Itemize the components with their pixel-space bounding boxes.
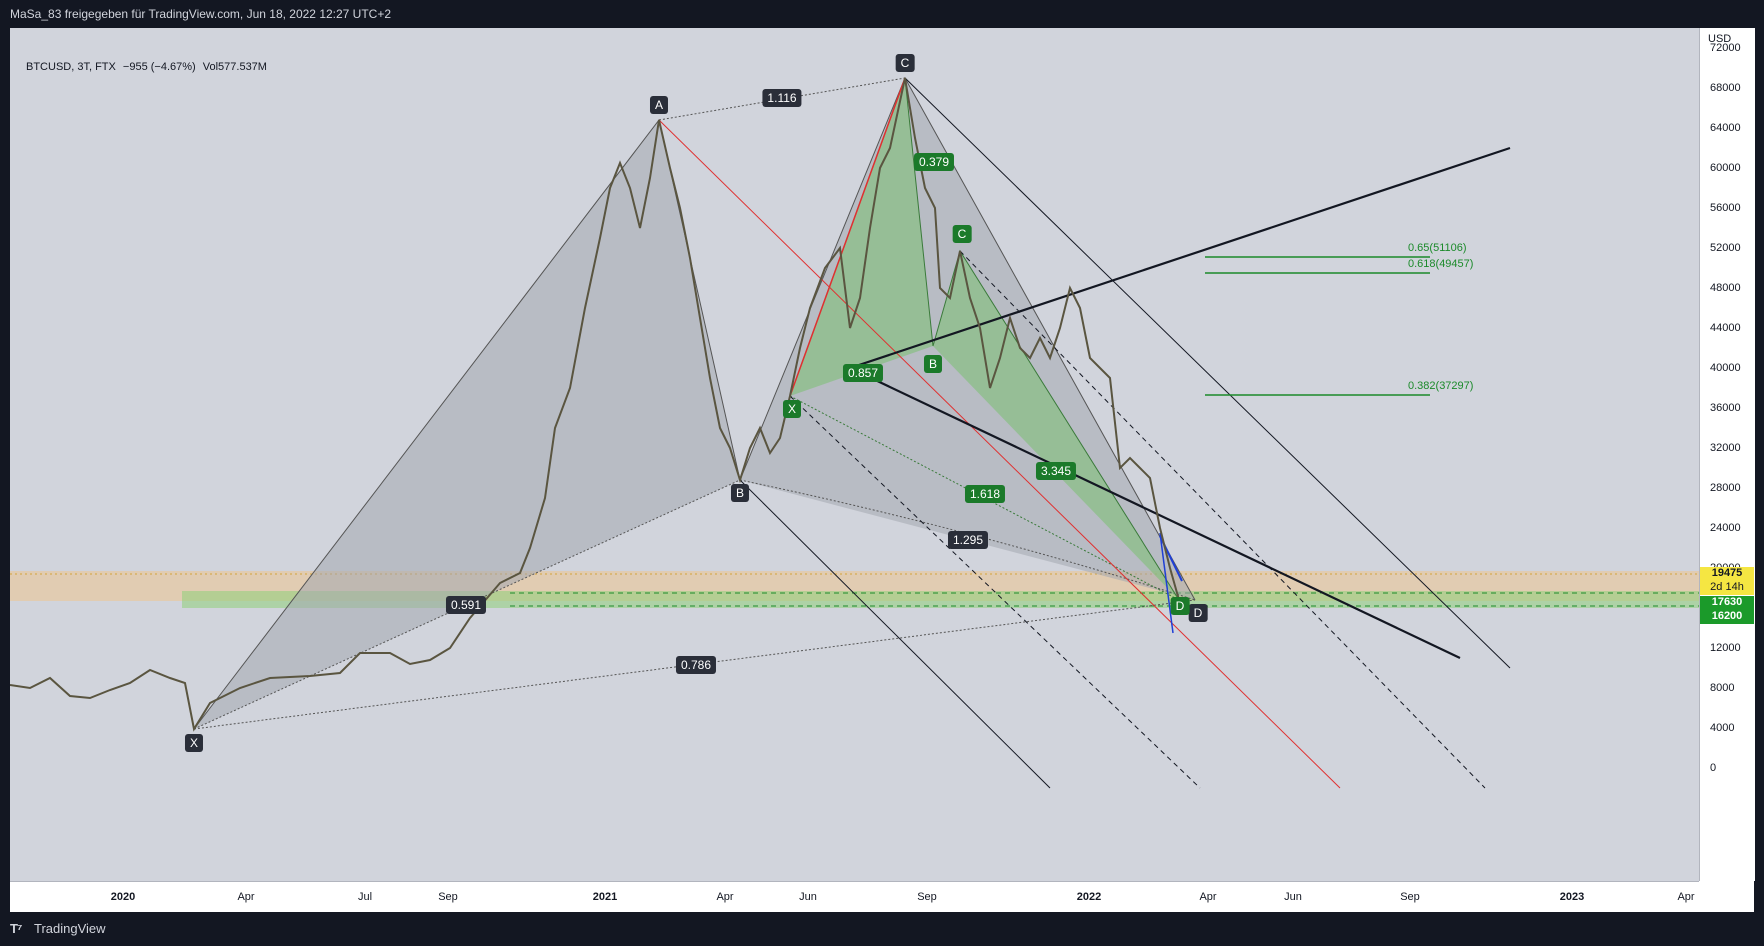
point-label-c: C <box>895 54 915 72</box>
time-tick: Jun <box>1284 891 1302 903</box>
point-label-b: B <box>730 484 750 502</box>
time-tick: 2023 <box>1559 891 1585 903</box>
small-point-label-x: X <box>782 400 802 418</box>
zone-bottom-tag: 16200 <box>1700 610 1754 624</box>
small-point-label-b: B <box>923 355 943 373</box>
red-trendline <box>658 119 1341 789</box>
fib-label-065: 0.65(51106) <box>1408 242 1467 254</box>
price-tick: 28000 <box>1710 482 1741 494</box>
price-tick: 48000 <box>1710 282 1741 294</box>
chart-drawing[interactable] <box>10 28 1699 881</box>
harmonic-big-bd <box>739 479 1196 601</box>
time-tick: Sep <box>917 891 937 903</box>
ratio-label-1618: 1.618 <box>964 485 1006 503</box>
ratio-label-0786: 0.786 <box>675 656 717 674</box>
price-tick: 68000 <box>1710 82 1741 94</box>
current-price-tag: 19475 <box>1700 567 1754 581</box>
small-point-label-d: D <box>1170 597 1190 615</box>
time-axis[interactable]: 2020 Apr Jul Sep 2021 Apr Jun Sep 2022 A… <box>10 881 1699 913</box>
harmonic-big-xab <box>194 120 740 729</box>
price-change: −955 (−4.67%) <box>122 61 196 73</box>
price-tick: 32000 <box>1710 442 1741 454</box>
price-axis[interactable]: USD 72000 68000 64000 60000 56000 52000 … <box>1699 28 1755 881</box>
fib-label-0382: 0.382(37297) <box>1408 380 1474 392</box>
price-tick: 60000 <box>1710 162 1741 174</box>
price-tick: 0 <box>1710 762 1717 774</box>
price-tick: 40000 <box>1710 362 1741 374</box>
ratio-label-0857: 0.857 <box>842 364 884 382</box>
time-tick: Jul <box>357 891 373 903</box>
support-zone-green <box>182 591 1699 608</box>
time-tick: Sep <box>438 891 458 903</box>
price-tick: 72000 <box>1710 42 1741 54</box>
price-tick: 36000 <box>1710 402 1741 414</box>
footer-bar: T⁷ TradingView <box>0 912 1764 946</box>
price-tick: 4000 <box>1710 722 1735 734</box>
ratio-label-1295: 1.295 <box>947 531 989 549</box>
ratio-label-3345: 3.345 <box>1035 462 1077 480</box>
ratio-label-1116: 1.116 <box>762 89 802 107</box>
time-tick: Sep <box>1400 891 1420 903</box>
symbol-info: BTCUSD, 3T, FTX <box>26 61 116 73</box>
point-label-a: A <box>649 96 669 114</box>
countdown-tag: 2d 14h <box>1700 581 1754 595</box>
axis-corner <box>1699 881 1754 912</box>
dashed-line-2 <box>959 250 1486 789</box>
fib-label-0618: 0.618(49457) <box>1408 258 1474 270</box>
time-tick: 2022 <box>1076 891 1102 903</box>
trendline-rising <box>849 146 1511 370</box>
point-label-d: D <box>1188 604 1208 622</box>
trendline-falling <box>849 367 1461 659</box>
time-tick: Apr <box>716 891 734 903</box>
price-tick: 56000 <box>1710 202 1741 214</box>
dashed-line-1 <box>789 395 1201 789</box>
harmonic-small-bcd <box>933 251 1179 600</box>
footer-brand[interactable]: TradingView <box>34 921 106 936</box>
harmonic-small-xab <box>790 78 933 396</box>
time-tick: Apr <box>1677 891 1695 903</box>
symbol-legend: BTCUSD, 3T, FTX −955 (−4.67%) Vol577.537… <box>26 61 271 73</box>
price-unit: USD <box>1708 33 1732 45</box>
volume-value: Vol577.537M <box>202 61 267 73</box>
time-tick: Apr <box>1199 891 1217 903</box>
small-point-label-c: C <box>952 225 972 243</box>
tradingview-logo-icon[interactable]: T⁷ <box>10 921 22 936</box>
channel-line-lower <box>739 479 1051 789</box>
time-tick: 2020 <box>110 891 136 903</box>
price-path <box>10 77 1180 732</box>
price-tick: 44000 <box>1710 322 1741 334</box>
harmonic-small-xd <box>789 395 1180 601</box>
price-tick: 52000 <box>1710 242 1741 254</box>
ratio-label-0379: 0.379 <box>913 153 955 171</box>
zone-top-tag: 17630 <box>1700 596 1754 610</box>
share-title: MaSa_83 freigegeben für TradingView.com,… <box>10 7 392 21</box>
chart-plot-area[interactable]: BTCUSD, 3T, FTX −955 (−4.67%) Vol577.537… <box>10 28 1699 881</box>
channel-line-upper <box>904 77 1511 669</box>
price-tick: 24000 <box>1710 522 1741 534</box>
time-tick: Jun <box>799 891 817 903</box>
point-label-x: X <box>184 734 204 752</box>
red-impulse <box>789 77 906 397</box>
price-tick: 12000 <box>1710 642 1741 654</box>
blue-line-1 <box>1159 532 1174 634</box>
time-tick: Apr <box>237 891 255 903</box>
time-tick: 2021 <box>592 891 618 903</box>
ratio-label-0591: 0.591 <box>445 596 487 614</box>
price-tick: 8000 <box>1710 682 1735 694</box>
price-tick: 64000 <box>1710 122 1741 134</box>
share-header: MaSa_83 freigegeben für TradingView.com,… <box>0 0 1764 28</box>
